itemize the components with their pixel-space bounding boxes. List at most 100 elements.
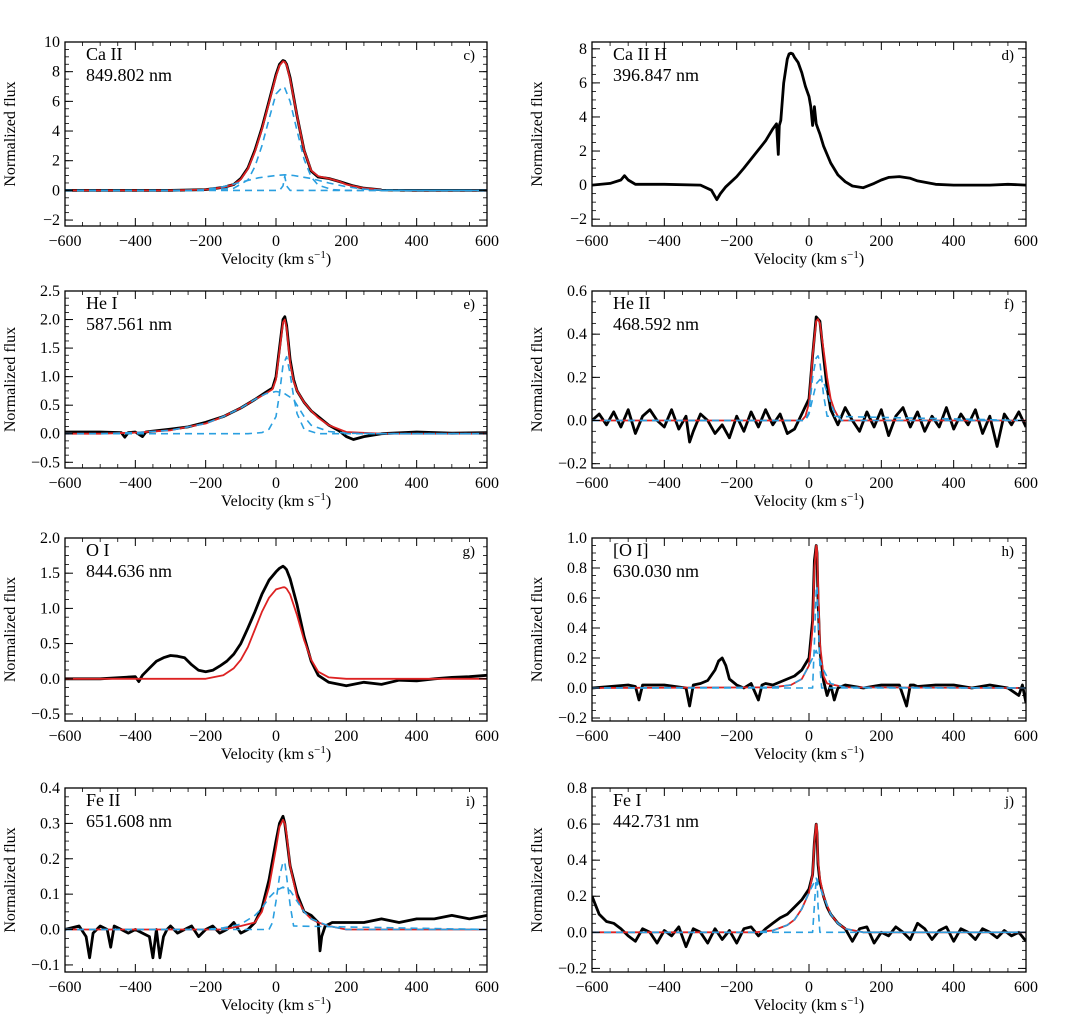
series-group xyxy=(592,544,1026,708)
y-tick-label: 0.4 xyxy=(40,780,60,797)
series-line-fit xyxy=(65,818,487,931)
y-tick-label: 0.0 xyxy=(40,671,60,688)
x-tick-label: −600 xyxy=(48,233,81,250)
x-tick-label: −400 xyxy=(119,979,152,996)
y-tick-label: 1.0 xyxy=(40,600,60,617)
species-label: O I xyxy=(86,540,110,560)
y-tick-label: 0.1 xyxy=(40,886,60,903)
x-tick-label: −200 xyxy=(189,233,222,250)
series-line-component-1 xyxy=(592,877,1026,934)
x-tick-label: 0 xyxy=(805,979,813,996)
wavelength-label: 844.636 nm xyxy=(86,561,172,581)
x-tick-label: −400 xyxy=(648,728,681,745)
y-tick-label: 4 xyxy=(579,109,587,126)
y-tick-label: 2.0 xyxy=(40,530,60,547)
y-axis-label: Normalized flux xyxy=(2,577,19,682)
y-tick-label: 2.5 xyxy=(40,283,60,300)
series-line-component-3 xyxy=(65,175,487,192)
series-line-component-2 xyxy=(65,355,487,435)
y-tick-label: −0.5 xyxy=(31,706,60,723)
wavelength-label: 849.802 nm xyxy=(86,65,172,85)
x-tick-label: 0 xyxy=(272,728,280,745)
y-tick-label: −0.2 xyxy=(558,960,587,977)
x-tick-label: 0 xyxy=(805,233,813,250)
species-label: Fe I xyxy=(613,790,642,810)
y-tick-label: −0.5 xyxy=(31,454,60,471)
x-tick-label: 400 xyxy=(405,979,429,996)
x-tick-label: 0 xyxy=(272,475,280,492)
x-axis-label: Velocity (km s−1) xyxy=(221,995,331,1014)
x-tick-label: 200 xyxy=(334,233,358,250)
y-tick-label: 0.0 xyxy=(567,680,587,697)
y-axis-label: Normalized flux xyxy=(2,827,19,932)
y-tick-label: 8 xyxy=(579,41,587,58)
x-tick-label: 200 xyxy=(869,475,893,492)
y-tick-label: 6 xyxy=(579,75,587,92)
x-tick-label: −600 xyxy=(575,233,608,250)
x-tick-label: −600 xyxy=(575,979,608,996)
series-group xyxy=(592,315,1026,448)
panel-letter: e) xyxy=(463,297,475,313)
spectrum-panel: −600 −400 −200 0 200 400 600 −2 0 2 4 6 8 10 Velocity … xyxy=(2,34,499,268)
y-tick-label: 0.2 xyxy=(40,851,60,868)
wavelength-label: 442.731 nm xyxy=(613,811,699,831)
x-tick-label: 0 xyxy=(805,728,813,745)
spectrum-panel: −600 −400 −200 0 200 400 600 −0.2 0.0 0.2 0.4 0.6 0.… xyxy=(529,530,1038,763)
x-tick-label: 200 xyxy=(334,475,358,492)
y-tick-label: −2 xyxy=(570,211,587,228)
y-axis-label: Normalized flux xyxy=(529,327,546,432)
x-tick-label: 400 xyxy=(942,728,966,745)
series-group xyxy=(65,814,487,960)
y-axis-label: Normalized flux xyxy=(529,577,546,682)
y-tick-label: 0.8 xyxy=(567,780,587,797)
x-tick-label: 400 xyxy=(405,728,429,745)
series-line-observed xyxy=(592,51,1026,202)
y-tick-label: 1.0 xyxy=(567,530,587,547)
y-tick-label: 1.0 xyxy=(40,369,60,386)
y-tick-label: 0.0 xyxy=(40,426,60,443)
y-tick-label: 0.0 xyxy=(567,924,587,941)
x-tick-label: −600 xyxy=(48,475,81,492)
species-label: Ca II xyxy=(86,44,122,64)
y-tick-label: 0.4 xyxy=(567,620,587,637)
y-tick-label: 0.4 xyxy=(567,852,587,869)
y-tick-label: 0.5 xyxy=(40,397,60,414)
y-tick-label: 6 xyxy=(52,93,60,110)
y-tick-label: −0.1 xyxy=(31,957,60,974)
x-tick-label: −200 xyxy=(720,475,753,492)
panel-letter: i) xyxy=(466,794,475,810)
series-group xyxy=(65,59,487,192)
species-label: Ca II H xyxy=(613,44,667,64)
x-tick-label: 400 xyxy=(942,475,966,492)
x-tick-label: −200 xyxy=(189,475,222,492)
wavelength-label: 630.030 nm xyxy=(613,561,699,581)
series-group xyxy=(65,315,487,441)
wavelength-label: 396.847 nm xyxy=(613,65,699,85)
spectrum-panel: −600 −400 −200 0 200 400 600 −0.1 0.0 0.1 0.2 0.3 0.… xyxy=(2,780,499,1014)
y-tick-label: 0.0 xyxy=(567,413,587,430)
x-axis-label: Velocity (km s−1) xyxy=(221,744,331,763)
species-label: He I xyxy=(86,293,117,313)
y-tick-label: −0.2 xyxy=(558,456,587,473)
y-tick-label: 0.4 xyxy=(567,326,587,343)
y-axis-label: Normalized flux xyxy=(2,327,19,432)
x-tick-label: 600 xyxy=(1014,475,1038,492)
x-tick-label: 0 xyxy=(272,979,280,996)
x-axis-label: Velocity (km s−1) xyxy=(754,491,864,510)
x-tick-label: 600 xyxy=(475,475,499,492)
x-tick-label: 400 xyxy=(942,979,966,996)
series-line-component-1 xyxy=(65,85,487,192)
x-tick-label: 0 xyxy=(272,233,280,250)
x-tick-label: 200 xyxy=(869,728,893,745)
x-tick-label: 600 xyxy=(1014,728,1038,745)
x-tick-label: −600 xyxy=(48,979,81,996)
panel-letter: d) xyxy=(1002,48,1015,64)
spectrum-panel: −600 −400 −200 0 200 400 600 −0.5 0.0 0.5 1.0 1.5 2.… xyxy=(2,283,499,510)
wavelength-label: 468.592 nm xyxy=(613,314,699,334)
series-line-component-2 xyxy=(592,378,1026,422)
panel-letter: j) xyxy=(1004,794,1014,810)
y-tick-label: 0.3 xyxy=(40,815,60,832)
x-tick-label: 200 xyxy=(869,233,893,250)
y-tick-label: 4 xyxy=(52,123,60,140)
spectrum-panel: −600 −400 −200 0 200 400 600 −0.2 0.0 0.2 0.4 0.6 0.… xyxy=(529,780,1038,1014)
